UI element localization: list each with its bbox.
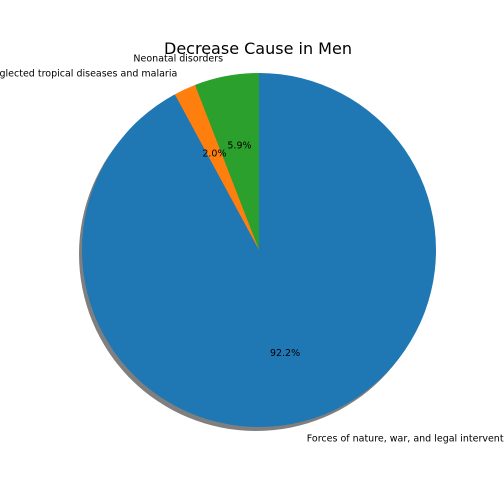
pie-slice [81, 73, 437, 427]
pie-labels: 5.9% Neonatal disorders 2.0% Neglected trop… [0, 54, 504, 445]
slice-percent-label: 92.2% [270, 348, 300, 359]
pie-slices [81, 73, 437, 427]
slice-category-label: Forces of nature, war, and legal interve… [307, 434, 504, 445]
slice-percent-label: 2.0% [202, 149, 226, 160]
pie-slice [194, 73, 259, 250]
chart-title: Decrease Cause in Men [164, 39, 352, 58]
slice-percent-label: 5.9% [227, 141, 251, 152]
slice-category-label: Neonatal disorders [133, 54, 223, 65]
pie-slice [174, 84, 259, 250]
slice-category-label: Neglected tropical diseases and malaria [0, 68, 177, 79]
